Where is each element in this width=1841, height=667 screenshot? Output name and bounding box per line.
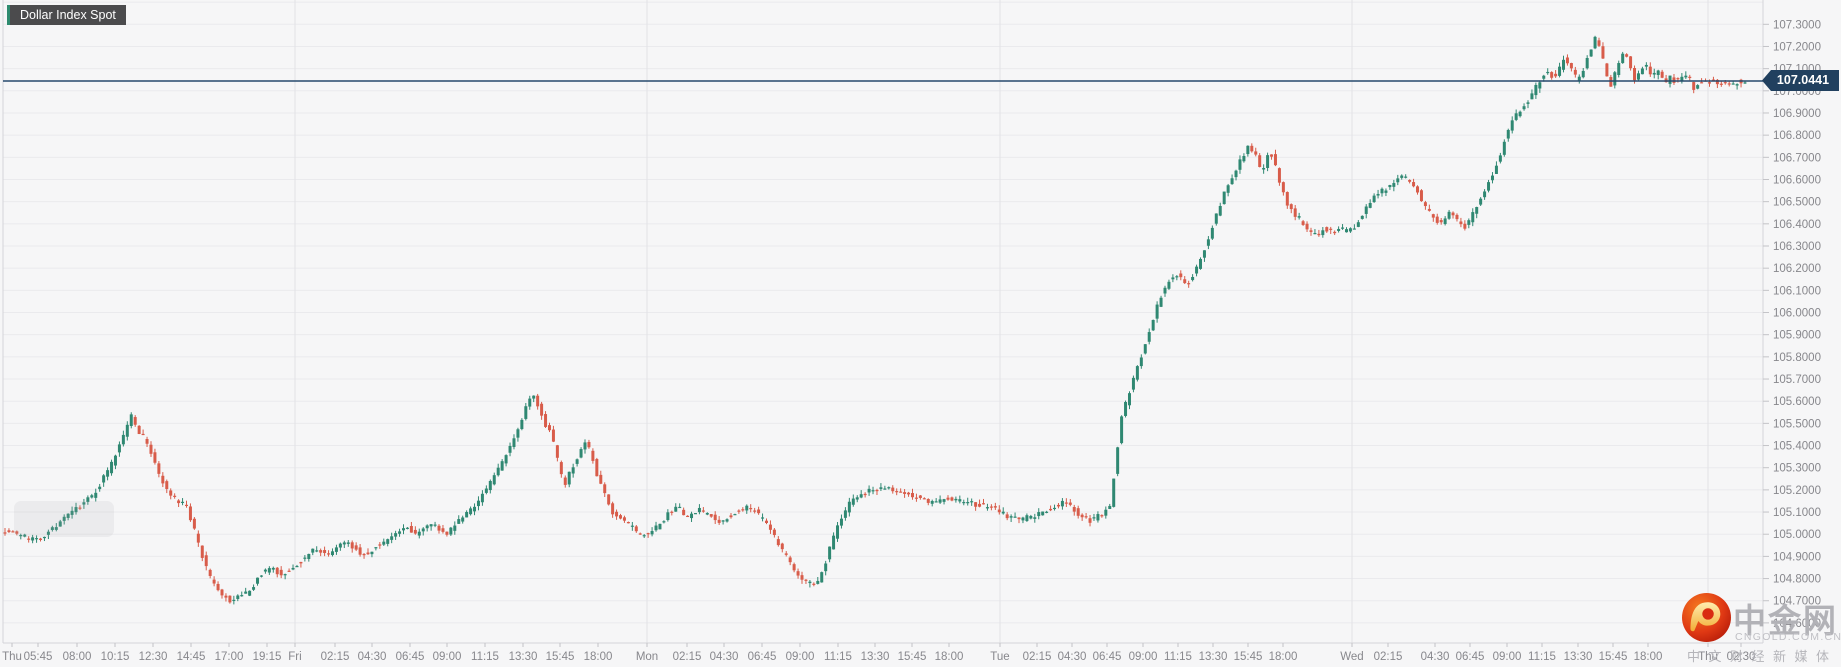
svg-text:06:45: 06:45	[1093, 651, 1122, 663]
svg-text:09:00: 09:00	[786, 651, 815, 663]
svg-text:15:45: 15:45	[1234, 651, 1263, 663]
svg-text:Tue: Tue	[990, 651, 1009, 663]
svg-text:13:30: 13:30	[861, 651, 890, 663]
svg-text:105.4000: 105.4000	[1773, 441, 1821, 453]
svg-text:104.6000: 104.6000	[1773, 618, 1821, 630]
svg-text:18:00: 18:00	[584, 651, 613, 663]
svg-text:104.9000: 104.9000	[1773, 551, 1821, 563]
svg-text:04:30: 04:30	[710, 651, 739, 663]
svg-text:02:15: 02:15	[673, 651, 702, 663]
candles	[3, 35, 1747, 605]
svg-text:09:00: 09:00	[433, 651, 462, 663]
svg-text:Thu: Thu	[2, 651, 22, 663]
svg-text:106.4000: 106.4000	[1773, 219, 1821, 231]
svg-text:104.7000: 104.7000	[1773, 596, 1821, 608]
instrument-badge[interactable]: Dollar Index Spot	[7, 5, 126, 25]
grid-lines	[3, 0, 1763, 643]
svg-text:Wed: Wed	[1340, 651, 1363, 663]
svg-text:106.6000: 106.6000	[1773, 174, 1821, 186]
svg-text:Fri: Fri	[288, 651, 301, 663]
svg-text:12:30: 12:30	[139, 651, 168, 663]
svg-text:105.3000: 105.3000	[1773, 463, 1821, 475]
svg-text:02:15: 02:15	[1023, 651, 1052, 663]
svg-text:18:00: 18:00	[1634, 651, 1663, 663]
svg-text:11:15: 11:15	[824, 651, 852, 663]
svg-text:05:45: 05:45	[24, 651, 53, 663]
svg-text:105.1000: 105.1000	[1773, 507, 1821, 519]
svg-text:106.8000: 106.8000	[1773, 130, 1821, 142]
last-price-tag: 107.0441	[1762, 70, 1839, 91]
ghost-watermark	[14, 501, 114, 537]
svg-text:106.2000: 106.2000	[1773, 263, 1821, 275]
svg-text:15:45: 15:45	[1599, 651, 1628, 663]
instrument-label: Dollar Index Spot	[20, 8, 116, 22]
svg-text:13:30: 13:30	[509, 651, 538, 663]
svg-text:15:45: 15:45	[898, 651, 927, 663]
svg-text:06:45: 06:45	[748, 651, 777, 663]
svg-text:105.5000: 105.5000	[1773, 418, 1821, 430]
svg-text:105.9000: 105.9000	[1773, 330, 1821, 342]
svg-text:106.7000: 106.7000	[1773, 152, 1821, 164]
svg-text:17:00: 17:00	[215, 651, 244, 663]
svg-text:04:30: 04:30	[1058, 651, 1087, 663]
svg-text:104.8000: 104.8000	[1773, 574, 1821, 586]
y-axis-labels: 107.3000107.2000107.1000107.0000106.9000…	[1763, 19, 1821, 630]
svg-text:105.7000: 105.7000	[1773, 374, 1821, 386]
svg-text:106.9000: 106.9000	[1773, 108, 1821, 120]
svg-text:11:15: 11:15	[1164, 651, 1192, 663]
svg-text:Thu: Thu	[1698, 651, 1718, 663]
svg-text:106.1000: 106.1000	[1773, 285, 1821, 297]
svg-text:105.0000: 105.0000	[1773, 529, 1821, 541]
x-axis-labels: Thu 05:45 08:00 10:15 12:30 14:45 17:00 19:15 Fr…	[2, 643, 1755, 663]
svg-text:14:45: 14:45	[177, 651, 206, 663]
axes	[2, 0, 1764, 644]
svg-text:02:30: 02:30	[1727, 651, 1756, 663]
svg-text:18:00: 18:00	[1269, 651, 1298, 663]
svg-text:04:30: 04:30	[358, 651, 387, 663]
svg-text:02:15: 02:15	[1374, 651, 1403, 663]
svg-text:107.2000: 107.2000	[1773, 41, 1821, 53]
svg-text:18:00: 18:00	[935, 651, 964, 663]
svg-text:11:15: 11:15	[1528, 651, 1556, 663]
svg-text:06:45: 06:45	[1456, 651, 1485, 663]
svg-text:106.3000: 106.3000	[1773, 241, 1821, 253]
svg-text:15:45: 15:45	[546, 651, 575, 663]
svg-text:10:15: 10:15	[101, 651, 130, 663]
svg-text:02:15: 02:15	[321, 651, 350, 663]
svg-text:105.6000: 105.6000	[1773, 396, 1821, 408]
svg-text:04:30: 04:30	[1421, 651, 1450, 663]
svg-text:Mon: Mon	[636, 651, 658, 663]
svg-text:107.3000: 107.3000	[1773, 19, 1821, 31]
svg-text:105.8000: 105.8000	[1773, 352, 1821, 364]
svg-text:09:00: 09:00	[1493, 651, 1522, 663]
svg-text:06:45: 06:45	[396, 651, 425, 663]
svg-text:106.5000: 106.5000	[1773, 197, 1821, 209]
svg-text:13:30: 13:30	[1199, 651, 1228, 663]
svg-text:11:15: 11:15	[471, 651, 499, 663]
svg-text:105.2000: 105.2000	[1773, 485, 1821, 497]
svg-text:08:00: 08:00	[63, 651, 92, 663]
svg-text:09:00: 09:00	[1129, 651, 1158, 663]
svg-text:19:15: 19:15	[253, 651, 282, 663]
svg-text:13:30: 13:30	[1564, 651, 1593, 663]
svg-text:106.0000: 106.0000	[1773, 308, 1821, 320]
